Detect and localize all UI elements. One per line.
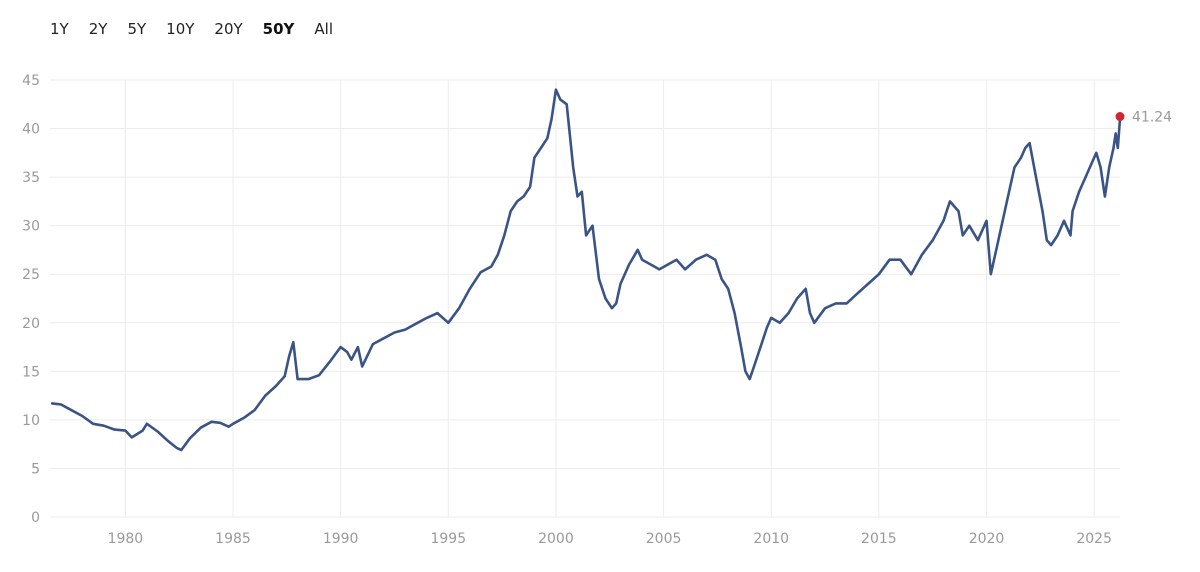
series-line bbox=[50, 88, 1122, 452]
x-tick-label: 2000 bbox=[538, 531, 574, 547]
y-tick-label: 0 bbox=[31, 510, 40, 526]
x-tick-label: 2005 bbox=[646, 531, 682, 547]
last-value-label: 41.24 bbox=[1132, 110, 1172, 126]
x-tick-label: 1980 bbox=[108, 531, 144, 547]
x-tick-label: 2010 bbox=[753, 531, 789, 547]
y-axis-tick-labels: 0 5 10 15 20 25 30 35 40 45 bbox=[22, 73, 40, 526]
y-tick-label: 15 bbox=[22, 364, 40, 380]
x-tick-label: 1990 bbox=[323, 531, 359, 547]
range-50y-button[interactable]: 50Y bbox=[253, 14, 305, 44]
grid-lines bbox=[50, 79, 1120, 518]
x-tick-label: 1985 bbox=[215, 531, 251, 547]
y-tick-label: 45 bbox=[22, 73, 40, 89]
x-tick-label: 1995 bbox=[430, 531, 466, 547]
x-tick-label: 2020 bbox=[969, 531, 1005, 547]
last-value-marker[interactable] bbox=[1115, 112, 1125, 122]
range-10y-button[interactable]: 10Y bbox=[156, 14, 204, 44]
range-20y-button[interactable]: 20Y bbox=[204, 14, 252, 44]
y-tick-label: 20 bbox=[22, 316, 40, 332]
y-tick-label: 25 bbox=[22, 267, 40, 283]
range-2y-button[interactable]: 2Y bbox=[79, 14, 118, 44]
series-layer: 41.24 bbox=[50, 88, 1172, 452]
y-tick-label: 30 bbox=[22, 219, 40, 235]
range-all-button[interactable]: All bbox=[304, 14, 343, 44]
y-tick-label: 40 bbox=[22, 122, 40, 138]
x-tick-label: 2015 bbox=[861, 531, 897, 547]
x-axis-tick-labels: 1980 1985 1990 1995 2000 2005 2010 2015 2020 2025 bbox=[108, 531, 1112, 547]
y-tick-label: 10 bbox=[22, 413, 40, 429]
y-tick-label: 5 bbox=[31, 461, 40, 477]
range-1y-button[interactable]: 1Y bbox=[40, 14, 79, 44]
range-5y-button[interactable]: 5Y bbox=[117, 14, 156, 44]
x-tick-label: 2025 bbox=[1076, 531, 1112, 547]
range-selector: 1Y 2Y 5Y 10Y 20Y 50Y All bbox=[40, 14, 343, 44]
y-tick-label: 35 bbox=[22, 170, 40, 186]
